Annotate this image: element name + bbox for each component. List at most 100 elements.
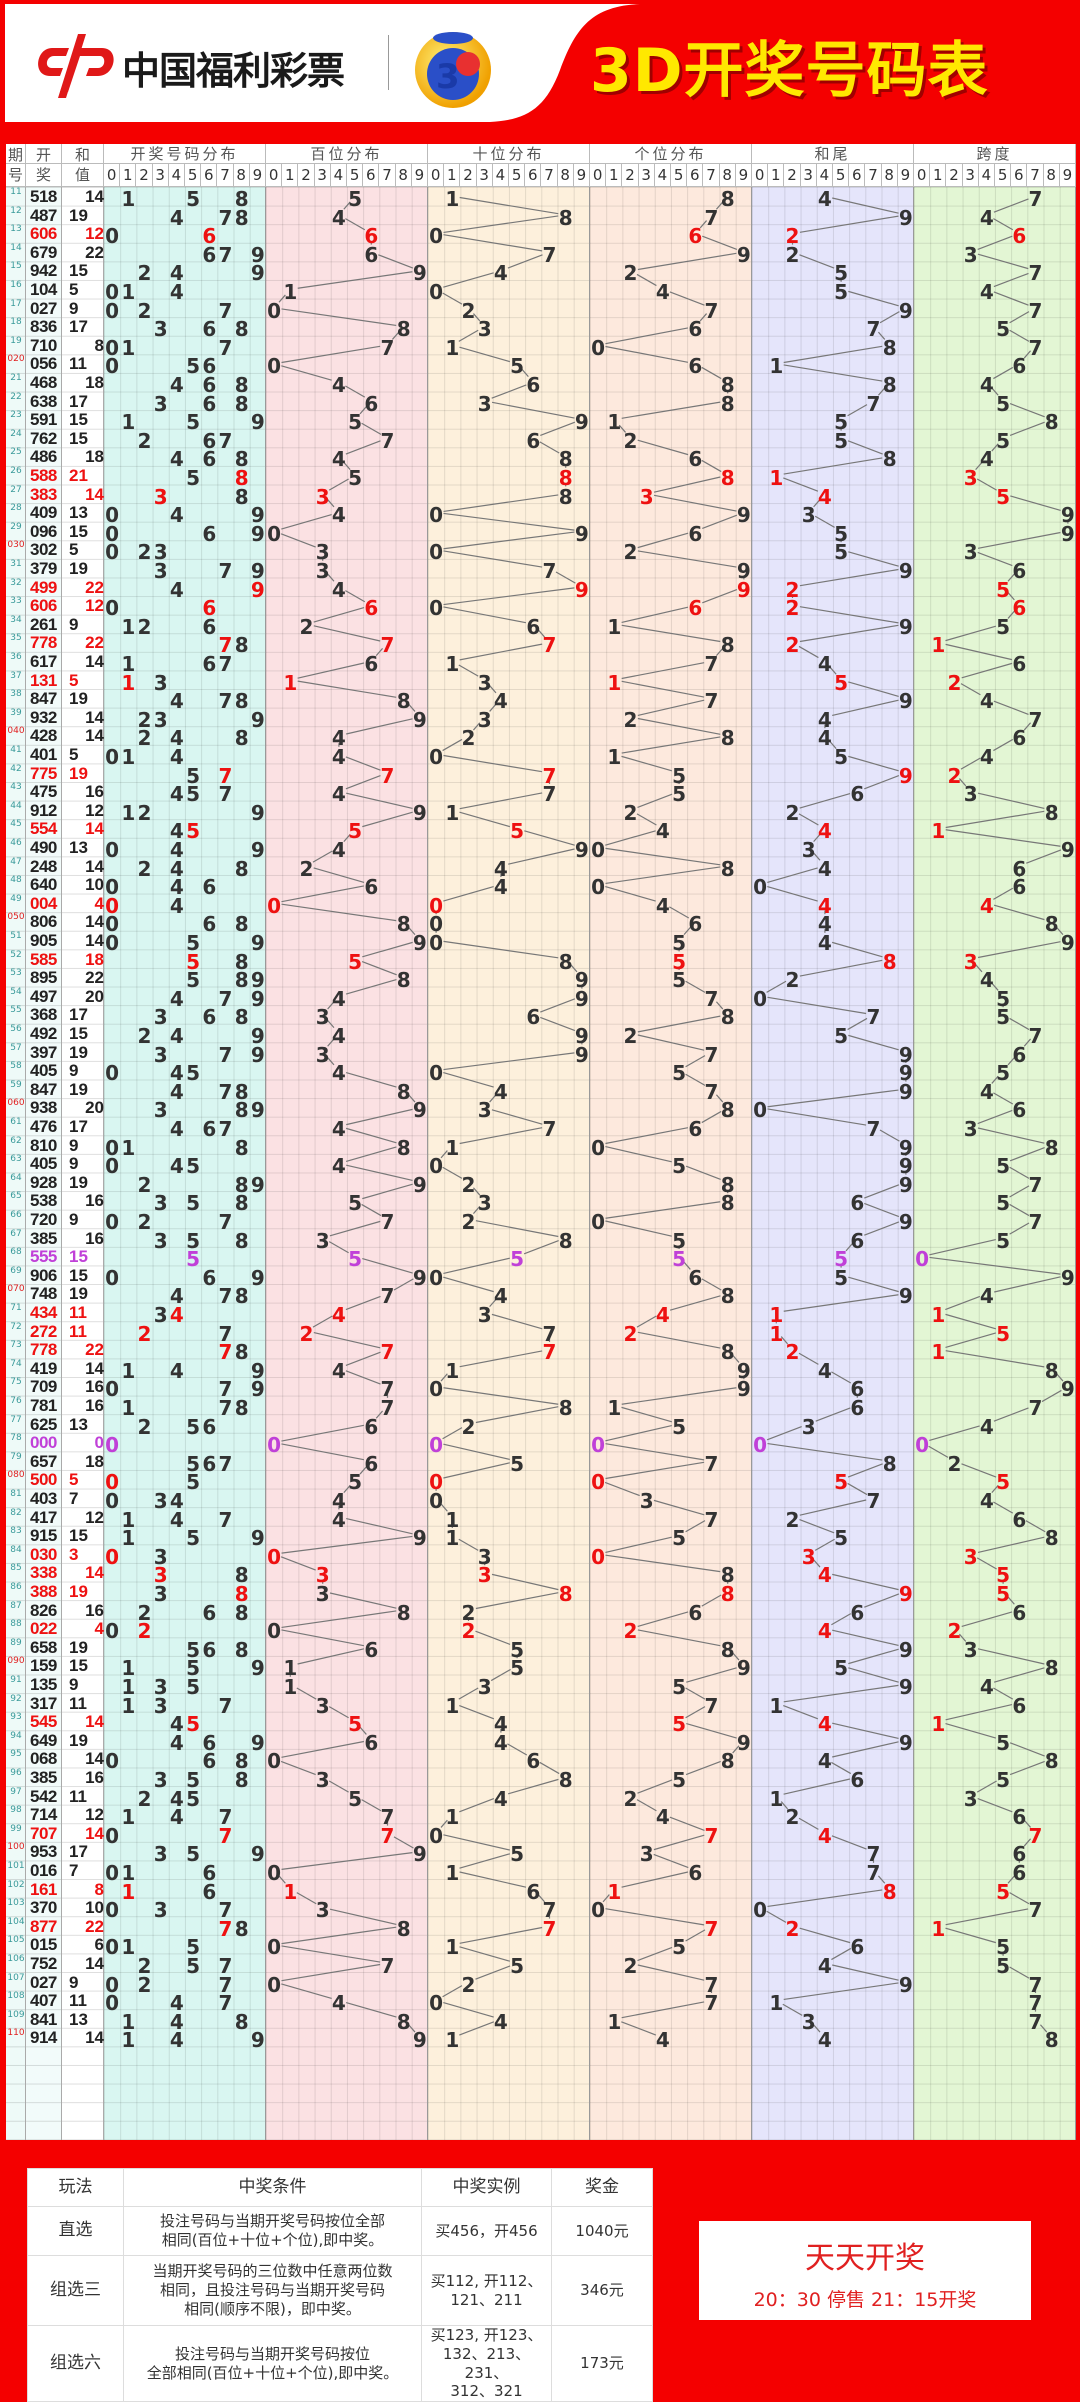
trend-line-hundreds-distribution xyxy=(346,792,413,810)
trend-line-tens-distribution xyxy=(443,272,494,288)
sum-tail-digit: 2 xyxy=(785,1805,800,1830)
units-digit: 0 xyxy=(591,1470,606,1495)
span-digit: 5 xyxy=(996,1954,1011,1978)
trend-line-tens-distribution xyxy=(539,441,560,454)
digit-header: 5 xyxy=(185,164,202,187)
trend-line-span xyxy=(977,1648,1045,1665)
trend-line-hundreds-distribution xyxy=(327,573,335,582)
sum-tail-digit: 6 xyxy=(850,1935,865,1960)
tens-digit: 2 xyxy=(461,1210,476,1234)
units-digit: 7 xyxy=(704,1507,719,1532)
period-label: 67 xyxy=(10,1228,22,1239)
header-number-1: 开 xyxy=(26,144,62,164)
hundreds-digit: 3 xyxy=(315,1768,330,1792)
distribution-digit: 6 xyxy=(202,1730,217,1755)
trend-line-tens-distribution xyxy=(443,215,559,234)
trend-line-sum-tail xyxy=(864,1593,900,1608)
trend-line-tens-distribution xyxy=(458,1538,479,1551)
section-span xyxy=(914,187,1076,2140)
span-digit: 8 xyxy=(1044,1749,1059,1774)
hundreds-digit: 8 xyxy=(396,1600,411,1625)
units-digit: 8 xyxy=(720,1582,735,1606)
trend-line-sum-tail xyxy=(813,852,821,861)
trend-line-units-distribution xyxy=(637,1331,721,1349)
trend-line-hundreds-distribution xyxy=(329,1220,381,1237)
distribution-digit: 1 xyxy=(121,1358,136,1383)
trend-line-hundreds-distribution xyxy=(345,978,397,995)
trend-line-units-distribution xyxy=(653,476,721,493)
digit-header: 3 xyxy=(638,164,655,187)
period-label: 71 xyxy=(10,1303,22,1313)
trend-line-sum-tail xyxy=(832,197,899,214)
trend-line-sum-tail xyxy=(814,515,835,528)
period-label: 55 xyxy=(10,1005,22,1016)
hundreds-digit: 8 xyxy=(396,317,411,342)
period-label: 090 xyxy=(7,1656,25,1667)
span-digit: 1 xyxy=(931,1916,946,1941)
trend-line-span xyxy=(993,218,1014,231)
units-digit: 7 xyxy=(704,986,719,1011)
span-digit: 4 xyxy=(979,1675,994,1699)
period-label: 26 xyxy=(10,466,22,476)
sum-value: 20 xyxy=(85,986,104,1006)
span-digit: 5 xyxy=(996,1061,1011,1086)
trend-line-hundreds-distribution xyxy=(312,1315,333,1328)
sum-value: 12 xyxy=(85,1805,104,1825)
trend-line-tens-distribution xyxy=(540,1016,576,1032)
trend-line-hundreds-distribution xyxy=(297,1648,365,1665)
tens-digit: 0 xyxy=(429,503,444,528)
rule-condition: 投注号码与当期开奖号码按位全部 相同(百位+十位+个位),即中奖。 xyxy=(123,2206,422,2256)
digit-header: 0 xyxy=(914,164,931,187)
period-label: 11 xyxy=(10,187,22,197)
distribution-digit: 4 xyxy=(169,1117,184,1141)
span-digit: 5 xyxy=(996,577,1011,602)
sum-value: 19 xyxy=(69,1042,88,1062)
sum-tail-digit: 5 xyxy=(834,1470,849,1495)
trend-line-tens-distribution xyxy=(459,196,559,215)
distribution-digit: 8 xyxy=(234,1172,249,1197)
units-digit: 8 xyxy=(720,1563,735,1588)
distribution-digit: 2 xyxy=(137,1972,152,1997)
units-digit: 5 xyxy=(672,1154,687,1179)
period-label: 65 xyxy=(10,1191,22,1202)
sum-value: 9 xyxy=(69,298,79,318)
tens-digit: 0 xyxy=(429,1433,444,1458)
distribution-digit: 3 xyxy=(153,1191,168,1216)
trend-line-units-distribution xyxy=(653,1853,689,1869)
distribution-digit: 1 xyxy=(121,2028,136,2053)
trend-line-span xyxy=(976,1780,997,1793)
tens-digit: 4 xyxy=(493,1284,508,1309)
trend-line-sum-tail xyxy=(832,1629,899,1647)
trend-line-hundreds-distribution xyxy=(278,294,286,303)
units-digit: 5 xyxy=(672,1768,687,1792)
trend-line-hundreds-distribution xyxy=(281,1963,381,1982)
distribution-digit: 1 xyxy=(121,1526,136,1551)
distribution-digit: 9 xyxy=(250,1098,265,1123)
units-digit: 9 xyxy=(736,1656,751,1681)
span-digit: 7 xyxy=(1028,187,1043,211)
distribution-digit: 4 xyxy=(169,1061,184,1086)
period-label: 64 xyxy=(10,1172,22,1183)
rules-header-prize: 奖金 xyxy=(551,2168,653,2207)
hundreds-digit: 4 xyxy=(331,782,346,807)
units-digit: 2 xyxy=(623,1321,638,1346)
hundreds-digit: 7 xyxy=(380,1340,395,1365)
sum-tail-digit: 5 xyxy=(834,410,849,435)
span-digit: 4 xyxy=(979,205,994,230)
period-label: 84 xyxy=(10,1544,22,1555)
trend-line-sum-tail xyxy=(831,1835,867,1850)
trend-line-tens-distribution xyxy=(459,792,543,810)
span-digit: 4 xyxy=(979,1414,994,1439)
trend-line-hundreds-distribution xyxy=(361,1799,382,1812)
distribution-digit: 0 xyxy=(105,1154,120,1179)
trend-line-tens-distribution xyxy=(507,254,543,269)
hundreds-digit: 3 xyxy=(315,1693,330,1718)
tens-digit: 3 xyxy=(477,391,492,416)
winning-number: 625 xyxy=(30,1414,57,1434)
distribution-digit: 5 xyxy=(186,1675,201,1699)
sum-tail-digit: 3 xyxy=(801,1414,816,1439)
trend-line-units-distribution xyxy=(732,1745,740,1754)
distribution-digit: 2 xyxy=(137,1600,152,1625)
winning-number: 135 xyxy=(30,1675,57,1694)
distribution-digit: 7 xyxy=(218,1898,233,1923)
